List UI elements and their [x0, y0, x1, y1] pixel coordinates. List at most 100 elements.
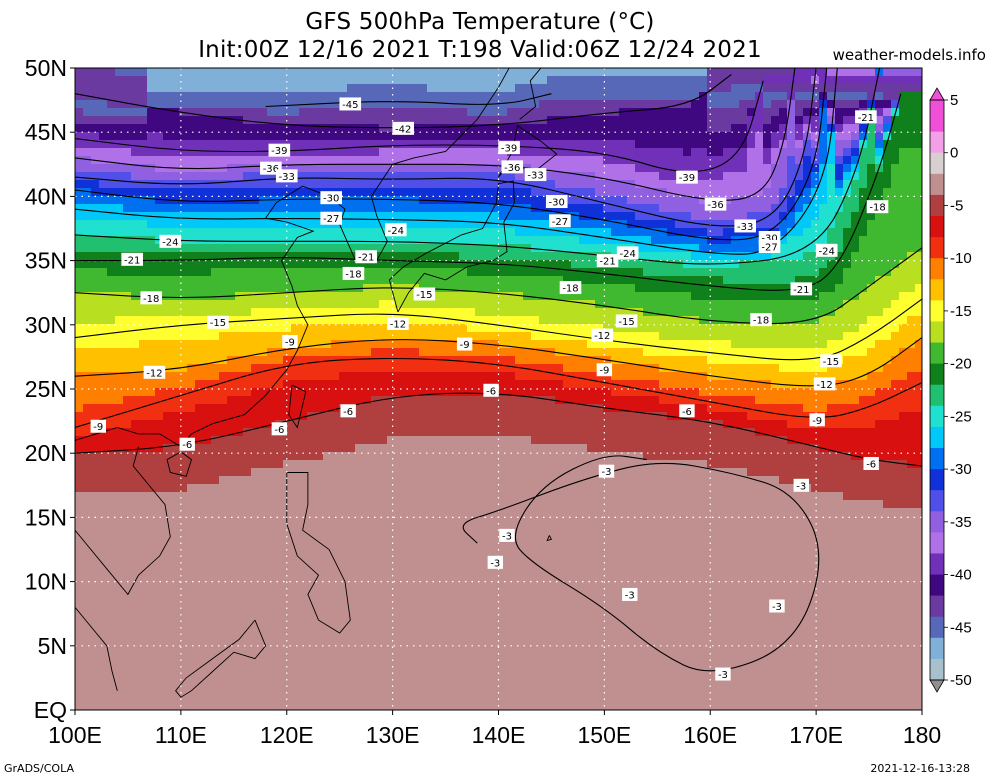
contour-label-bg	[275, 169, 298, 183]
contour-label: -27	[761, 242, 777, 253]
contour-label-bg	[268, 143, 291, 157]
contour-label-bg	[159, 234, 182, 248]
colorbar-label: -50	[950, 672, 972, 689]
lat-tick-label: 50N	[25, 55, 67, 81]
contour-label: -42	[395, 124, 411, 135]
lat-tick-label: 5N	[38, 633, 67, 659]
contour-label: -3	[625, 590, 635, 601]
contour-label: -30	[549, 198, 565, 209]
contour-label-bg	[866, 200, 889, 214]
contour-label-bg	[750, 313, 772, 327]
colorbar-top-arrow	[929, 87, 945, 101]
colorbar-label: -5	[950, 197, 963, 214]
colorbar-bottom-arrow	[929, 679, 945, 693]
colorbar-segment	[930, 100, 944, 133]
colorbar-segment	[930, 152, 944, 175]
coastline	[288, 384, 307, 429]
colorbar-segment	[930, 532, 944, 554]
contour-label-bg	[596, 254, 619, 268]
contour-label-bg	[549, 214, 571, 228]
contour-label-bg	[501, 160, 524, 174]
contour-label: -6	[682, 407, 692, 418]
map-subtitle: Init:00Z 12/16 2021 T:198 Valid:06Z 12/2…	[198, 37, 762, 63]
contour-line	[75, 357, 922, 429]
contour-line	[75, 68, 817, 227]
contour-label: -18	[345, 269, 361, 280]
contour-label-bg	[734, 219, 756, 233]
contour-label-bg	[715, 667, 731, 681]
contour-label: -15	[416, 290, 432, 301]
contour-label: -12	[816, 380, 832, 391]
contour-label: -36	[707, 200, 723, 211]
colorbar-segment	[930, 258, 944, 280]
contour-label: -33	[527, 171, 543, 182]
colorbar-segment	[930, 279, 944, 301]
contour-label-bg	[339, 97, 362, 111]
coastline	[286, 472, 351, 634]
contour-label: -15	[618, 317, 634, 328]
lon-tick-label: 160E	[683, 722, 737, 748]
contour-label-bg	[615, 314, 638, 328]
contour-label-bg	[863, 456, 879, 470]
contour-label: -15	[823, 357, 839, 368]
colorbar-segment	[930, 363, 944, 386]
footer-software: GrADS/COLA	[4, 762, 74, 775]
lat-tick-label: 30N	[25, 312, 67, 338]
contour-label-bg	[320, 191, 343, 205]
contour-label-bg	[483, 383, 499, 397]
colorbar-label: -15	[950, 303, 972, 320]
contour-label-bg	[790, 282, 813, 296]
contour-line	[75, 247, 922, 325]
contour-label-bg	[616, 246, 639, 260]
colorbar-segment	[930, 469, 944, 491]
contour-label-bg	[679, 404, 695, 418]
colorbar-segment	[930, 300, 944, 322]
contour-line	[75, 93, 902, 291]
colorbar-label: -10	[950, 250, 972, 267]
colorbar-segment	[930, 511, 944, 533]
contour-line	[75, 68, 881, 265]
contour-label-bg	[487, 555, 504, 569]
contour-label-bg	[385, 223, 407, 237]
lat-tick-label: 40N	[25, 183, 67, 209]
contour-label: -24	[388, 226, 404, 237]
coastline	[75, 607, 118, 691]
contour-label: -36	[504, 163, 520, 174]
lon-tick-label: 120E	[260, 722, 314, 748]
colorbar-label: -40	[950, 567, 972, 584]
contour-line	[75, 337, 922, 387]
contour-label-bg	[813, 377, 836, 391]
colorbar-segment	[930, 595, 944, 618]
contour-label-bg	[121, 252, 143, 266]
colorbar-label: -20	[950, 356, 972, 373]
contour-label-bg	[392, 121, 415, 135]
contour-line	[75, 68, 796, 201]
contour-label-bg	[758, 239, 781, 253]
colorbar-segment	[930, 405, 944, 428]
contour-label-bg	[499, 528, 515, 542]
contour-label-bg	[90, 419, 106, 433]
contour-label: -21	[599, 257, 615, 268]
contour-label: -3	[718, 670, 728, 681]
lon-tick-label: 110E	[155, 722, 207, 748]
contour-label-bg	[143, 365, 166, 379]
colorbar-label: -30	[950, 461, 972, 478]
contour-label: -3	[796, 481, 806, 492]
contour-label-bg	[815, 243, 838, 257]
colorbar-segment	[930, 448, 944, 470]
contour-label: -24	[619, 249, 635, 260]
map-title: GFS 500hPa Temperature (°C)	[305, 9, 655, 35]
contour-label: -39	[271, 146, 287, 157]
contour-label-bg	[456, 337, 473, 351]
lat-tick-label: 25N	[25, 376, 67, 402]
colorbar-segment	[930, 321, 944, 344]
contour-label: -9	[599, 366, 609, 377]
contour-label: -21	[793, 285, 809, 296]
coastline	[75, 446, 171, 596]
contour-label: -9	[93, 422, 103, 433]
lat-tick-label: 15N	[25, 504, 67, 530]
contour-label-bg	[591, 328, 614, 342]
colorbar-segment	[930, 490, 944, 512]
